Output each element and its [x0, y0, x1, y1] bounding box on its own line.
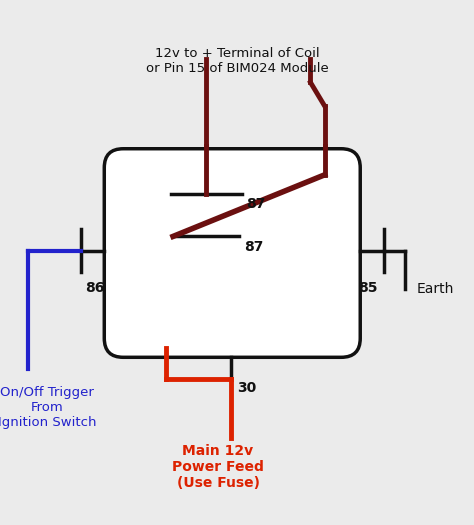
Text: 30: 30	[237, 381, 256, 395]
Text: 87: 87	[246, 197, 266, 211]
Text: 86: 86	[85, 281, 105, 296]
Text: Main 12v
Power Feed
(Use Fuse): Main 12v Power Feed (Use Fuse)	[172, 444, 264, 490]
Text: 85: 85	[358, 281, 377, 296]
Text: On/Off Trigger
From
Ignition Switch: On/Off Trigger From Ignition Switch	[0, 385, 97, 428]
Text: Earth: Earth	[417, 281, 455, 296]
Text: 12v to + Terminal of Coil
or Pin 15 of BIM024 Module: 12v to + Terminal of Coil or Pin 15 of B…	[146, 47, 328, 75]
Text: 87: 87	[244, 240, 264, 254]
FancyBboxPatch shape	[104, 149, 360, 358]
